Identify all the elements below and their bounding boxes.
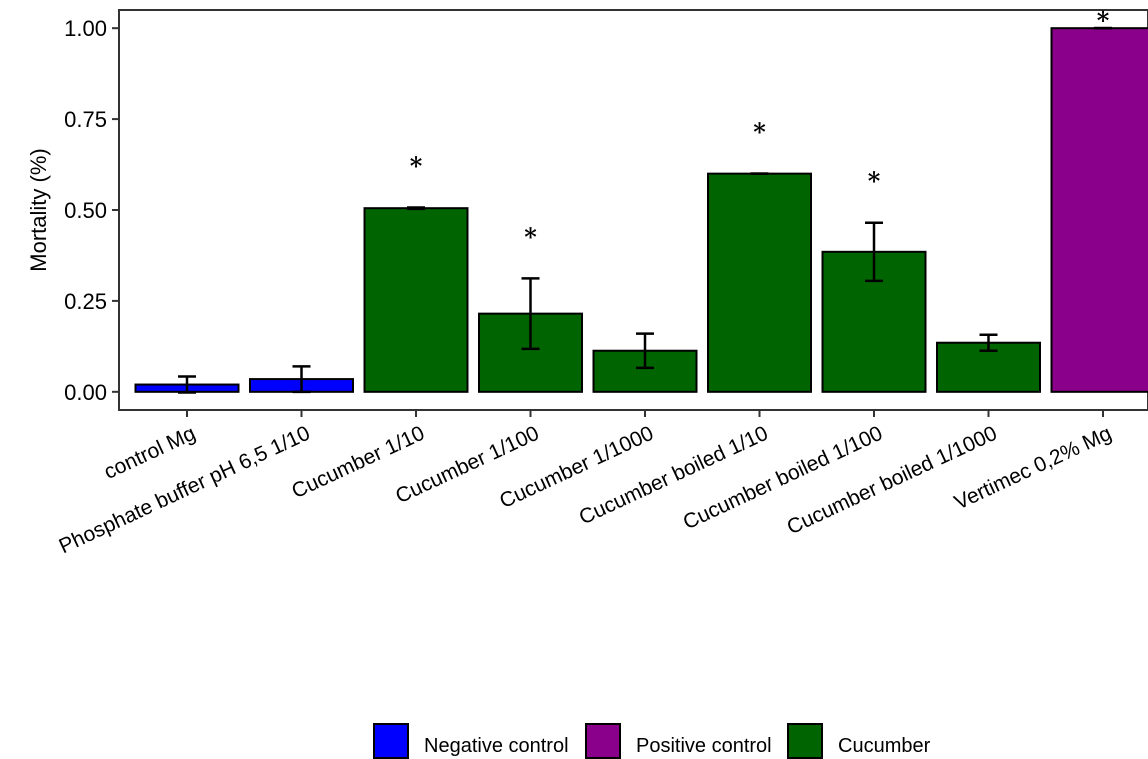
y-tick-label: 0.25 <box>64 289 107 314</box>
y-tick-label: 0.75 <box>64 107 107 132</box>
significance-marker: * <box>410 151 423 180</box>
bar <box>707 172 812 393</box>
bar <box>363 207 469 393</box>
y-tick-label: 0.00 <box>64 380 107 405</box>
significance-marker: * <box>753 118 766 147</box>
legend-label: Cucumber <box>838 735 931 757</box>
bar <box>1050 27 1148 393</box>
legend-label: Negative control <box>424 735 569 757</box>
legend-swatch <box>585 723 621 759</box>
x-tick-label: Cucumber boiled 1/1000 <box>784 422 1001 540</box>
legend-swatch <box>373 723 409 759</box>
legend-swatch <box>787 723 823 759</box>
y-tick-label: 1.00 <box>64 16 107 41</box>
legend: Negative control Positive control Cucumber <box>373 723 931 759</box>
x-tick-label: Cucumber boiled 1/100 <box>680 422 887 535</box>
x-tick-label: Cucumber boiled 1/10 <box>576 422 772 530</box>
legend-label: Positive control <box>636 735 772 757</box>
significance-marker: * <box>1097 6 1110 35</box>
y-tick-label: 0.50 <box>64 198 107 223</box>
y-axis-label: Mortality (%) <box>26 148 51 271</box>
x-tick-label: control Mg <box>101 422 200 484</box>
significance-marker: * <box>868 167 881 196</box>
significance-marker: * <box>524 222 537 251</box>
